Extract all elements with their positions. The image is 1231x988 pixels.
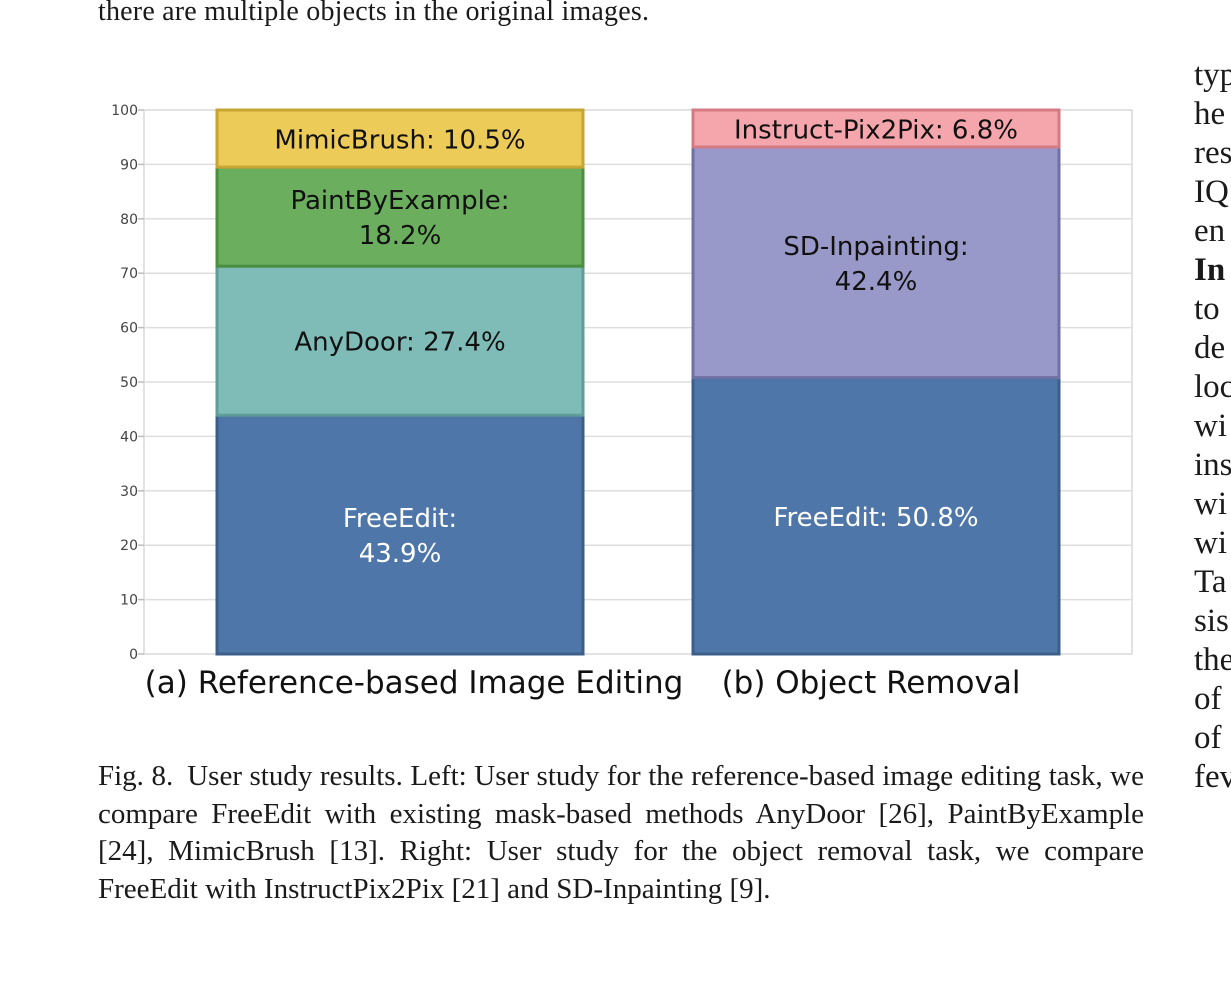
right-column-line: wi — [1194, 525, 1227, 561]
data-label: PaintByExample: — [290, 186, 509, 216]
right-column-line: to — [1194, 291, 1220, 327]
data-label: 42.4% — [835, 267, 918, 297]
right-column-line: typ — [1194, 57, 1231, 93]
right-column-line: of — [1194, 681, 1222, 717]
caption-label: Fig. 8. — [98, 760, 174, 792]
right-column-line: wi — [1194, 486, 1227, 522]
x-tick-label: (a) Reference-based Image Editing — [145, 665, 684, 701]
stacked-bar-chart: 0 10 20 30 40 50 60 70 80 90 100 FreeEdit: 43.9% Any… — [111, 103, 1133, 701]
right-column-line: en — [1194, 213, 1226, 249]
figure-caption: Fig. 8. User study results. Left: User st… — [98, 758, 1144, 908]
data-label: FreeEdit: 50.8% — [773, 503, 978, 533]
right-column-line: fev — [1194, 759, 1231, 795]
x-tick-label: (b) Object Removal — [722, 665, 1021, 701]
bar-segment — [215, 165, 585, 268]
x-axis-labels: (a) Reference-based Image Editing (b) Obj… — [145, 665, 1021, 701]
bar-segment — [215, 413, 585, 656]
data-label: FreeEdit: — [343, 504, 457, 534]
data-label: SD-Inpainting: — [783, 232, 968, 262]
right-column-line: Ta — [1194, 564, 1227, 600]
bar-segment — [691, 376, 1061, 656]
right-column-line: of — [1194, 720, 1222, 756]
data-label: Instruct-Pix2Pix: 6.8% — [734, 115, 1018, 145]
y-tick-label: 80 — [120, 212, 138, 228]
right-column-line: de — [1194, 330, 1226, 366]
bar-segment — [691, 145, 1061, 380]
page-top-text: there are multiple objects in the origin… — [98, 0, 650, 27]
chart-bars: FreeEdit: 43.9% AnyDoor: 27.4% PaintByExamp… — [215, 108, 1061, 656]
data-label: MimicBrush: 10.5% — [274, 126, 525, 156]
right-column-line: the — [1194, 642, 1231, 678]
right-column-line: wi — [1194, 408, 1227, 444]
y-tick-label: 70 — [120, 266, 138, 282]
right-column-line: res — [1194, 135, 1231, 171]
y-tick-label: 40 — [120, 429, 138, 445]
data-label: 18.2% — [359, 221, 442, 251]
data-label: 43.9% — [359, 539, 442, 569]
y-axis-ticks: 0 10 20 30 40 50 60 70 80 90 100 — [111, 103, 138, 663]
right-column-line: ins — [1194, 447, 1231, 483]
y-tick-label: 90 — [120, 157, 138, 173]
bar-segment — [215, 264, 585, 417]
y-tick-label: 10 — [120, 593, 138, 609]
right-column-line: sis — [1194, 603, 1229, 639]
right-column-line: In — [1194, 252, 1226, 288]
y-tick-label: 50 — [120, 375, 138, 391]
bar-segment — [215, 108, 585, 169]
y-tick-label: 20 — [120, 538, 138, 554]
bar-segment — [691, 108, 1061, 149]
y-tick-label: 30 — [120, 484, 138, 500]
y-tick-label: 100 — [111, 103, 138, 119]
right-column-text: typ he res IQ en In to de loc wi ins wi wi Ta sis the of… — [1194, 56, 1231, 797]
caption-text: User study results. Left: User study for… — [98, 760, 1144, 905]
right-column-line: loc — [1194, 369, 1231, 405]
right-column-line: IQ — [1194, 174, 1229, 210]
y-tick-label: 60 — [120, 321, 138, 337]
y-tick-label: 0 — [129, 647, 138, 663]
data-label: AnyDoor: 27.4% — [294, 328, 505, 358]
right-column-line: he — [1194, 96, 1226, 132]
